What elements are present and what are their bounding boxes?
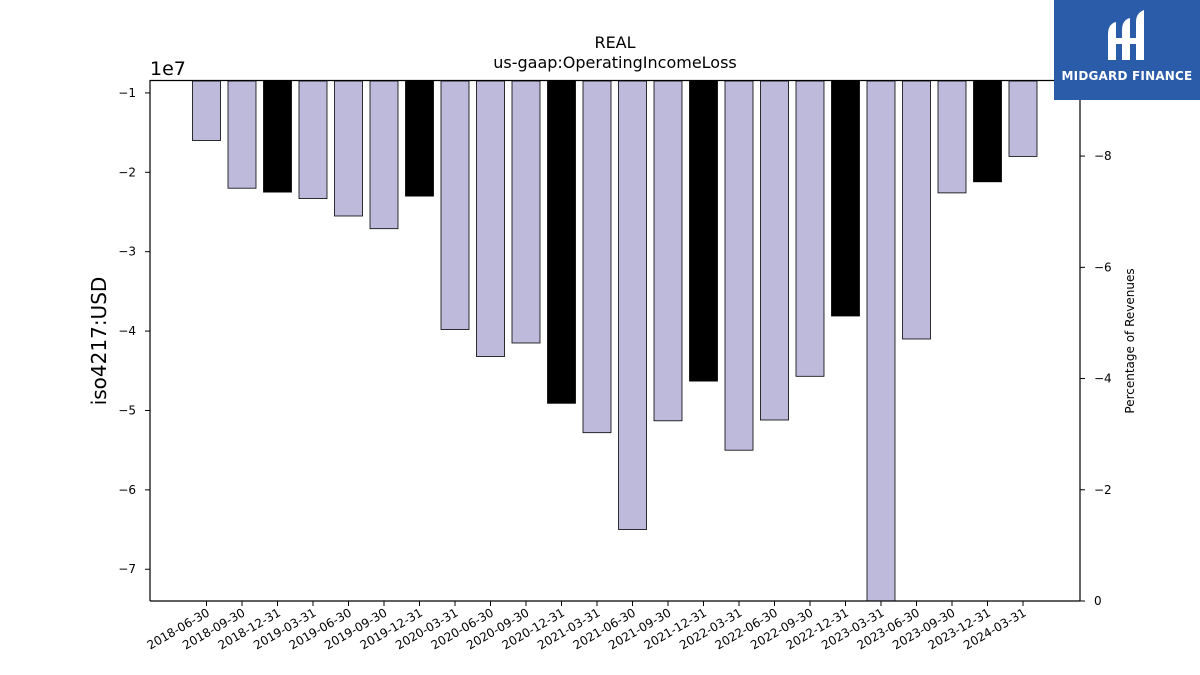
bar-2024-03-31 <box>1008 80 1038 157</box>
chart-subtitle: us-gaap:OperatingIncomeLoss <box>493 53 737 72</box>
bar-2018-12-31 <box>263 80 292 193</box>
y-tick-label: −2 <box>118 165 136 179</box>
y-axis: −1 −2 −3 −4 −5 −6 −7 <box>118 86 150 576</box>
y-axis-label: iso4217:USD <box>87 277 111 406</box>
bar-2019-12-31 <box>405 80 434 197</box>
bar-2022-12-31 <box>831 80 860 317</box>
y2-tick-label: −2 <box>1094 483 1112 497</box>
bar-2022-03-31 <box>724 80 754 451</box>
y2-tick-label: 0 <box>1094 594 1102 608</box>
bar-2021-06-30 <box>618 80 647 530</box>
bar-2023-06-30 <box>902 80 931 340</box>
bars <box>192 80 1038 602</box>
bar-2023-09-30 <box>937 80 967 194</box>
bar-2020-09-30 <box>511 80 541 344</box>
logo-text: MIDGARD FINANCE <box>1061 69 1193 83</box>
bar-2022-09-30 <box>795 80 825 377</box>
brand-logo: MIDGARD FINANCE <box>1054 0 1200 100</box>
bar-2019-09-30 <box>369 80 399 230</box>
y-tick-label: −1 <box>118 86 136 100</box>
bar-2021-03-31 <box>582 80 612 434</box>
y2-tick-label: −6 <box>1094 260 1112 274</box>
y-tick-label: −3 <box>118 245 136 259</box>
y2-axis: −8 −6 −4 −2 0 <box>1080 149 1112 608</box>
chart-title: REAL <box>594 33 635 52</box>
bar-2020-03-31 <box>440 80 470 330</box>
bar-2022-06-30 <box>760 80 789 421</box>
y2-tick-label: −4 <box>1094 372 1112 386</box>
y-tick-label: −7 <box>118 562 136 576</box>
bar-2020-06-30 <box>476 80 505 357</box>
y-tick-label: −6 <box>118 483 136 497</box>
y-tick-label: −4 <box>118 324 136 338</box>
bar-2018-09-30 <box>227 80 257 189</box>
x-axis: 2018-06-302018-09-302018-12-312019-03-31… <box>145 601 1029 652</box>
y-tick-label: −5 <box>118 403 136 417</box>
bar-2021-12-31 <box>689 80 718 382</box>
bar-2018-06-30 <box>192 80 221 141</box>
y2-tick-label: −8 <box>1094 149 1112 163</box>
y-scale-label: 1e7 <box>150 58 186 80</box>
y2-axis-label: Percentage of Revenues <box>1123 268 1137 413</box>
bar-2019-03-31 <box>298 80 328 199</box>
bar-2021-09-30 <box>653 80 683 422</box>
bar-2023-03-31 <box>866 80 896 602</box>
bar-2023-12-31 <box>973 80 1002 183</box>
bar-2019-06-30 <box>334 80 363 217</box>
bar-2020-12-31 <box>547 80 576 404</box>
midgard-logo-icon <box>1108 10 1144 60</box>
